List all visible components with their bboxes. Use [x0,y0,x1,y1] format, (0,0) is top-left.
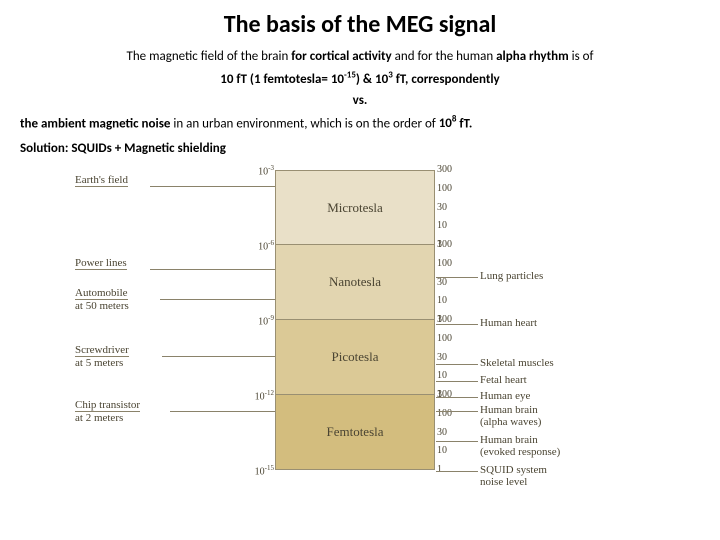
left-axis-tick: 10-9 [258,314,274,327]
right-label: Lung particles [480,270,660,282]
leader-line [436,277,478,278]
right-label: Human eye [480,390,660,402]
right-axis-tick: 100 [437,408,452,419]
leader-line [436,364,478,365]
chart-band: Microtesla [275,170,435,245]
leader-line [436,471,478,472]
leader-line [436,411,478,412]
left-axis-tick: 10-3 [258,164,274,177]
right-label: Human brain(alpha waves) [480,404,660,428]
right-axis-tick: 10 [437,220,447,231]
intro-line-2: 10 fT (1 femtotesla= 10-15) & 103 fT, co… [20,70,700,89]
right-axis-tick: 30 [437,352,447,363]
leader-line [436,441,478,442]
intro-line-3: the ambient magnetic noise in an urban e… [20,114,700,133]
magnitude-chart: MicroteslaNanoteslaPicoteslaFemtotesla 1… [20,162,700,512]
leader-line [436,324,478,325]
right-axis-tick: 30 [437,427,447,438]
chart-band: Nanotesla [275,245,435,320]
leader-line [170,411,275,412]
right-axis-tick: 10 [437,445,447,456]
right-label: Human brain(evoked response) [480,434,660,458]
right-axis-tick: 300 [437,389,452,400]
chart-bands: MicroteslaNanoteslaPicoteslaFemtotesla [275,170,435,470]
left-axis-tick: 10-12 [255,389,274,402]
right-axis-tick: 30 [437,202,447,213]
leader-line [150,186,275,187]
right-axis-tick: 1 [437,464,442,475]
chart-band: Femtotesla [275,395,435,470]
right-label: Human heart [480,317,660,329]
leader-line [436,381,478,382]
leader-line [162,356,275,357]
leader-line [436,397,478,398]
intro-vs: vs. [20,93,700,110]
right-axis-tick: 300 [437,164,452,175]
right-axis-tick: 100 [437,183,452,194]
solution-line: Solution: SQUIDs + Magnetic shielding [20,141,700,156]
leader-line [160,299,275,300]
right-axis-tick: 100 [437,258,452,269]
right-axis-tick: 30 [437,277,447,288]
right-axis-tick: 100 [437,333,452,344]
right-label: Skeletal muscles [480,357,660,369]
leader-line [150,269,275,270]
right-label: SQUID systemnoise level [480,464,660,488]
left-axis-tick: 10-6 [258,239,274,252]
right-label: Fetal heart [480,374,660,386]
right-axis-tick: 10 [437,295,447,306]
right-axis-tick: 10 [437,370,447,381]
intro-line-1: The magnetic field of the brain for cort… [20,49,700,66]
chart-band: Picotesla [275,320,435,395]
left-axis-tick: 10-15 [255,464,274,477]
right-axis-tick: 300 [437,239,452,250]
page-title: The basis of the MEG signal [20,10,700,39]
